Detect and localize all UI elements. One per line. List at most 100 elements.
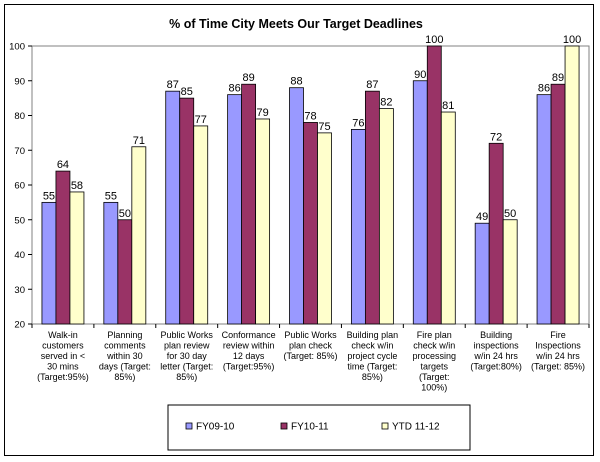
category-label-line: Conformance — [222, 330, 276, 340]
data-label: 50 — [504, 208, 516, 220]
y-tick-label: 50 — [14, 215, 25, 226]
y-tick-label: 100 — [9, 42, 25, 53]
category-label-line: days (Target: — [99, 362, 151, 372]
legend-label: FY09-10 — [196, 422, 235, 433]
bar — [378, 108, 394, 325]
legend-swatch — [280, 422, 288, 430]
bar — [564, 45, 580, 325]
category-label: Public Works plan check (Target: 85%) — [283, 330, 337, 361]
data-label: 50 — [119, 208, 131, 220]
data-label: 49 — [476, 211, 488, 223]
data-label: 81 — [442, 100, 454, 112]
bar — [165, 90, 181, 325]
category-label-line: plan review — [164, 341, 210, 351]
category-label-line: Fire — [550, 330, 566, 340]
bar — [103, 201, 119, 325]
data-label: 71 — [133, 135, 145, 147]
data-label: 64 — [57, 159, 69, 171]
data-label: 58 — [71, 180, 83, 192]
bars-group — [41, 45, 580, 325]
legend-label: YTD 11-12 — [392, 422, 440, 433]
bar — [317, 132, 332, 325]
data-label: 89 — [552, 72, 564, 84]
data-label: 100 — [425, 34, 443, 46]
bar — [474, 222, 490, 325]
category-label-line: plan check — [289, 341, 333, 351]
category-label-line: Building plan — [347, 330, 399, 340]
legend-label: FY10-11 — [291, 422, 329, 433]
data-label: 88 — [290, 76, 302, 88]
category-label-line: Inspections — [535, 341, 581, 351]
category-label-line: processing — [413, 351, 457, 361]
data-label: 72 — [490, 131, 502, 143]
category-label: Building plan check w/in project cycle time… — [347, 330, 399, 382]
category-label: Fire plan check w/in processing targets (Tar… — [413, 330, 457, 393]
y-tick-label: 60 — [14, 181, 25, 192]
legend-box — [167, 404, 471, 451]
data-label: 89 — [242, 72, 254, 84]
bar — [131, 146, 147, 325]
bar — [440, 111, 456, 325]
category-label-line: project cycle — [347, 351, 397, 361]
bar — [536, 94, 552, 325]
category-label: Conformance review within 12 days (Target:9… — [222, 330, 276, 372]
bar — [255, 118, 271, 325]
category-label-line: (Target:95%) — [37, 372, 89, 382]
data-label: 55 — [105, 190, 117, 202]
category-label: Fire Inspections w/in 24 hrs (Target: 85%) — [531, 330, 585, 372]
data-label: 76 — [352, 117, 364, 129]
data-label: 85 — [181, 86, 193, 98]
category-label-line: served in < — [41, 351, 85, 361]
category-label-line: Fire plan — [417, 330, 452, 340]
data-label: 86 — [538, 83, 550, 95]
category-label-line: 85%) — [176, 372, 197, 382]
bar — [350, 128, 366, 325]
legend-swatch — [381, 422, 389, 430]
category-label: Walk-in customers served in <30 mins (Targe… — [37, 330, 89, 382]
bar — [426, 45, 442, 325]
data-label: 87 — [167, 79, 179, 91]
bar — [241, 83, 257, 325]
data-label: 75 — [318, 121, 330, 133]
category-label-line: check w/in — [413, 341, 455, 351]
bar — [227, 94, 243, 325]
category-label-line: (Target: — [419, 372, 450, 382]
data-label: 86 — [228, 83, 240, 95]
category-label-line: for 30 day — [167, 351, 208, 361]
bar — [179, 97, 195, 325]
data-label: 77 — [195, 114, 207, 126]
category-label-line: targets — [421, 362, 449, 372]
category-label: Public Works plan review for 30 day letter … — [160, 330, 213, 382]
y-axis: 20 30 40 50 60 70 80 90 100 — [9, 42, 32, 331]
y-tick-label: 80 — [14, 111, 25, 122]
bar — [364, 90, 380, 325]
category-label-line: letter (Target: — [160, 362, 213, 372]
data-label: 78 — [304, 110, 316, 122]
category-label-line: 30 mins — [47, 362, 79, 372]
category-label-line: check w/in — [351, 341, 393, 351]
y-tick-label: 20 — [14, 320, 25, 331]
bar — [502, 219, 518, 325]
category-label-line: within 30 — [106, 351, 143, 361]
category-label-line: Walk-in — [48, 330, 78, 340]
bar — [412, 80, 428, 325]
category-label-line: customers — [42, 341, 84, 351]
category-label: Building inspections w/in 24 hrs (Target:80… — [470, 330, 522, 372]
category-label-line: Public Works — [284, 330, 337, 340]
data-label: 55 — [43, 190, 55, 202]
data-label: 79 — [256, 107, 268, 119]
legend-swatch — [185, 422, 193, 430]
data-label: 100 — [563, 34, 581, 46]
category-label-line: review within — [223, 341, 275, 351]
bar — [550, 83, 566, 325]
y-tick-label: 90 — [14, 76, 25, 87]
category-label-line: Public Works — [161, 330, 214, 340]
data-label: 87 — [366, 79, 378, 91]
data-label: 82 — [380, 97, 392, 109]
y-tick-label: 30 — [14, 285, 25, 296]
bar — [55, 170, 71, 325]
bar — [488, 142, 504, 325]
category-label-line: 85%) — [362, 372, 383, 382]
